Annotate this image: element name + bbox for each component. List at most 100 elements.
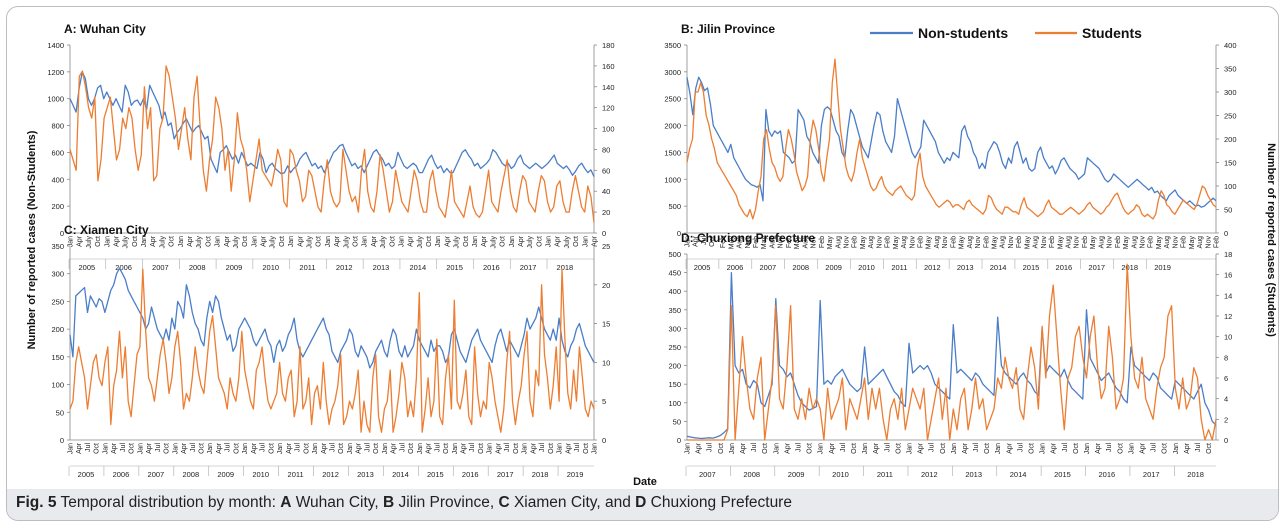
x-year-label: 2015 (1023, 263, 1040, 272)
x-month-label: Jan (435, 236, 442, 247)
x-month-label: July (233, 236, 240, 249)
x-month-label: Oct (132, 236, 139, 247)
x-month-label: July (307, 236, 314, 249)
x-month-label: May (827, 236, 834, 250)
x-month-label: Feb (1016, 236, 1023, 248)
x-year-label: 2011 (891, 263, 907, 272)
y-tick-label-right: 200 (1224, 135, 1237, 144)
series-line-non-students (69, 267, 595, 369)
x-month-label: Oct (199, 443, 206, 454)
x-month-label: Oct (940, 443, 947, 454)
y-tick-label-left: 500 (668, 250, 681, 259)
x-month-label: Oct (279, 236, 286, 247)
x-month-label: Jul (840, 443, 847, 452)
x-month-label: Oct (164, 443, 171, 454)
x-month-label: Feb (753, 236, 760, 248)
x-month-label: Jan (137, 443, 144, 454)
x-month-label: July (454, 236, 461, 249)
x-month-label: Nov (1205, 236, 1212, 249)
y-tick-label-left: 0 (60, 436, 64, 445)
y-tick-label-right: 14 (1224, 291, 1232, 300)
caption-part: B (383, 494, 395, 511)
x-month-label: Apr (187, 235, 194, 247)
x-year-label: 2007 (152, 263, 169, 272)
x-year-label: 2008 (182, 470, 199, 479)
x-year-label: 2008 (189, 263, 206, 272)
x-month-label: Apr (408, 235, 415, 247)
x-month-label: Jul (574, 443, 581, 452)
chart-title: D: Chuxiong Prefecture (681, 231, 815, 245)
y-tick-label-right: 350 (1224, 65, 1237, 74)
x-month-label: Oct (513, 443, 520, 454)
x-month-label: Apr (592, 235, 599, 247)
x-month-label: Oct (389, 236, 396, 247)
series-line-non-students (686, 271, 1217, 440)
y-tick-label-left: 600 (51, 148, 64, 157)
x-month-label: Jan (472, 236, 479, 247)
x-month-label: Nov (1107, 236, 1114, 249)
y-tick-label-right: 4 (1224, 395, 1228, 404)
x-year-label: 2013 (357, 470, 374, 479)
figure-legend: Non-students Students (870, 25, 1142, 41)
x-month-label: Jan (487, 443, 494, 454)
y-tick-label-right: 20 (602, 281, 610, 290)
x-month-label: Apr (77, 235, 84, 247)
x-month-label: Jan (178, 236, 185, 247)
x-month-label: Jan (522, 443, 529, 454)
x-month-label: Feb (819, 236, 826, 248)
x-month-label: Jan (818, 443, 825, 454)
y-tick-label-right: 10 (1224, 333, 1232, 342)
x-month-label: Feb (1214, 236, 1221, 248)
x-month-label: Apr (696, 442, 703, 454)
x-month-label: Oct (1117, 443, 1124, 454)
caption-part: Wuhan City, (291, 494, 384, 511)
x-month-label: Oct (408, 443, 415, 454)
x-month-label: Oct (303, 443, 310, 454)
x-month-label: Nov (1008, 236, 1015, 249)
x-month-label: Nov (1139, 236, 1146, 249)
x-month-label: July (270, 236, 277, 249)
x-month-label: Nov (909, 236, 916, 249)
x-year-label: 2014 (990, 263, 1007, 272)
y-tick-label-right: 18 (1224, 250, 1232, 259)
x-month-label: Apr (1095, 442, 1102, 454)
x-month-label: Oct (242, 236, 249, 247)
x-month-label: July (343, 236, 350, 249)
caption-text: Temporal distribution by month: A Wuhan … (56, 494, 792, 511)
x-month-label: Aug (868, 236, 875, 249)
y-tick-label-right: 15 (602, 320, 610, 329)
x-year-label: 2014 (409, 263, 426, 272)
x-month-label: Oct (762, 443, 769, 454)
x-year-label: 2009 (825, 263, 842, 272)
x-month-label: Jul (1151, 443, 1158, 452)
x-year-label: 2013 (957, 263, 974, 272)
series-line-students (69, 65, 595, 223)
x-month-label: July (86, 236, 93, 249)
y-tick-label-right: 80 (602, 145, 610, 154)
x-month-label: July (123, 236, 130, 249)
x-month-label: Nov (745, 236, 752, 249)
y-tick-label-left: 1500 (664, 148, 681, 157)
x-month-label: July (196, 236, 203, 249)
y-tick-label-left: 1400 (47, 41, 64, 50)
x-year-label: 2007 (760, 263, 777, 272)
x-month-label: Oct (95, 236, 102, 247)
shared-ylabel-right: Number of reported cases (Students) (1265, 143, 1277, 337)
x-month-label: Apr (113, 235, 120, 247)
y-tick-label-left: 250 (668, 343, 681, 352)
x-month-label: Jul (120, 443, 127, 452)
y-tick-label-left: 1200 (47, 68, 64, 77)
x-month-label: Apr (444, 235, 451, 247)
x-month-label: May (1156, 236, 1163, 250)
y-tick-label-right: 60 (602, 166, 610, 175)
x-month-label: Feb (852, 236, 859, 248)
x-month-label: Nov (843, 236, 850, 249)
y-tick-label-right: 16 (1224, 271, 1232, 280)
y-tick-label-right: 8 (1224, 353, 1228, 362)
y-tick-label-left: 150 (51, 353, 64, 362)
x-month-label: Feb (1181, 236, 1188, 248)
x-month-label: Jan (417, 443, 424, 454)
x-month-label: Jul (260, 443, 267, 452)
x-month-label: Apr (740, 442, 747, 454)
x-month-label: Jan (102, 443, 109, 454)
